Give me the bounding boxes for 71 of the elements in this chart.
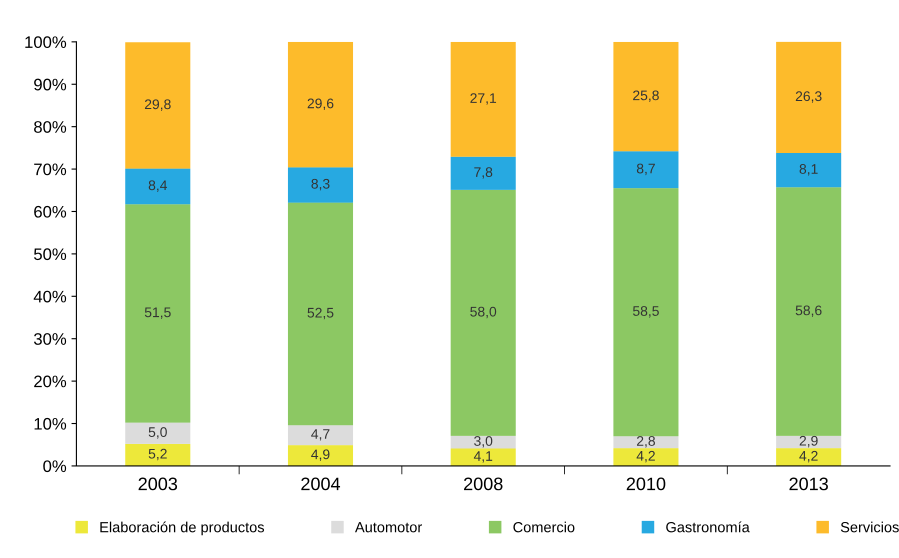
bar [613,188,678,436]
data-label: 2,9 [800,436,818,448]
x-tick-label: 2010 [626,478,666,490]
x-tick-label: 2008 [464,478,503,490]
bar [613,448,678,466]
y-tick-label: 40% [34,290,66,302]
y-tick-label: 100% [25,36,66,48]
data-label: 3,0 [474,436,492,448]
data-label: 5,0 [148,427,167,439]
data-label: 29,8 [144,99,171,111]
y-tick-label: 30% [34,333,66,345]
data-label: 8,1 [800,164,818,176]
y-tick-label: 70% [34,163,66,176]
bar [450,436,516,449]
x-tick-label: 2004 [301,478,340,490]
data-label: 4,7 [311,429,330,441]
bar [613,42,678,152]
data-label: 52,5 [308,308,334,320]
bar [288,425,354,446]
bar [613,436,678,448]
bar [125,444,190,466]
legend-label: Comercio [513,522,574,532]
data-label: 58,5 [632,306,659,318]
data-label: 8,4 [148,180,168,192]
y-tick-label: 80% [34,121,66,133]
data-label: 4,9 [311,449,330,461]
bar [288,167,354,203]
bar [450,42,516,157]
bar [776,42,842,153]
y-tick-label: 50% [34,248,66,260]
legend-label: Elaboración de productos [100,521,264,536]
data-label: 29,6 [308,98,334,110]
x-tick-label: 2003 [138,478,178,490]
legend-label: Automotor [354,522,422,532]
data-label: 26,3 [796,91,822,103]
data-label: 8,3 [311,178,330,190]
bar [125,168,190,204]
data-label: 4,2 [799,450,818,462]
legend-label: Gastronomía [666,521,750,532]
bar [776,448,842,466]
y-tick-label: 10% [34,418,66,430]
bar [776,436,842,448]
data-label: 2,8 [636,436,655,448]
legend-label: Servicios [840,522,899,532]
data-label: 51,5 [144,308,171,319]
bar [450,156,516,190]
data-label: 4,2 [636,450,655,462]
data-label: 7,8 [474,167,492,179]
bar [288,42,354,168]
y-tick-label: 60% [34,206,66,218]
data-label: 4,1 [474,451,492,463]
bar [288,202,354,426]
bar [776,152,842,188]
y-tick-label: 20% [34,376,66,388]
y-tick-label: 0% [43,460,66,472]
data-label: 58,6 [796,305,822,317]
bar [450,448,516,466]
data-label: 5,2 [148,448,167,460]
bar [450,190,516,436]
bar [125,422,190,444]
data-label: 58,0 [470,306,496,318]
bar [288,445,354,466]
data-label: 8,7 [636,164,655,176]
bar [613,151,678,188]
data-label: 27,1 [470,93,496,105]
bar [125,204,190,423]
y-tick-label: 90% [34,78,66,90]
bar [125,42,190,169]
bar [776,187,842,436]
data-label: 25,8 [633,90,659,102]
x-tick-label: 2013 [789,478,828,490]
